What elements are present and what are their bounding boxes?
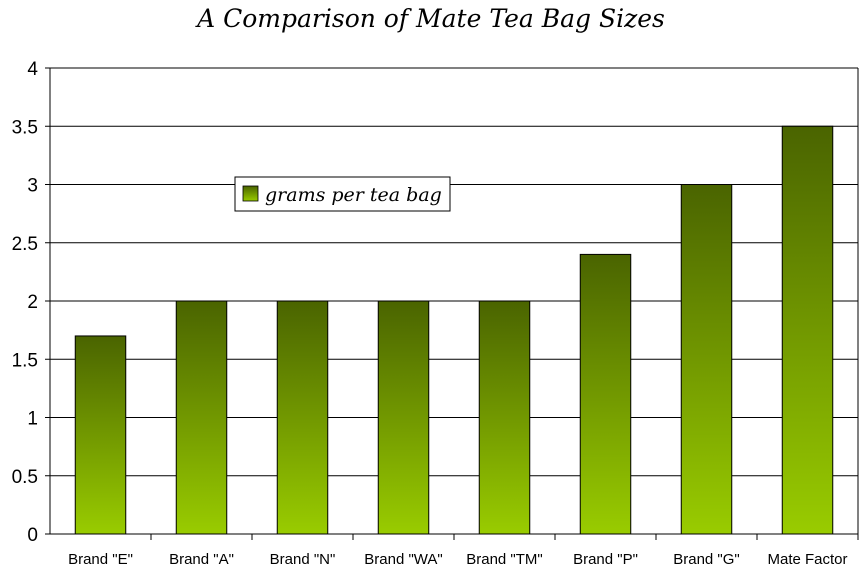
y-tick-label: 2 [27,292,38,313]
x-tick-label: Brand "P" [573,551,638,568]
x-tick-label: Brand "TM" [466,551,543,568]
bar [175,300,228,535]
chart-title: A Comparison of Mate Tea Bag Sizes [197,4,665,33]
axes [49,68,859,535]
x-tick-label: Mate Factor [767,551,847,568]
legend-swatch [242,185,259,202]
legend-label: grams per tea bag [265,184,442,206]
y-tick-label: 1.5 [12,350,38,371]
bar [781,125,834,535]
x-tick-label: Brand "A" [169,551,234,568]
x-tick-label: Brand "WA" [364,551,442,568]
x-axis-labels: Brand "E" Brand "A" Brand "N" Brand "WA" Bra… [68,534,859,568]
y-tick-label: 0 [27,525,38,546]
gridlines [50,67,858,477]
x-tick-label: Brand "E" [68,551,133,568]
y-axis-ticks: 0 0.5 1 1.5 2 2.5 3 3.5 4 [12,59,50,546]
bar [74,335,127,535]
y-tick-label: 2.5 [12,234,38,255]
y-tick-label: 4 [27,59,38,80]
y-tick-label: 3 [27,176,38,197]
legend: grams per tea bag [234,176,451,212]
x-tick-label: Brand "N" [270,551,336,568]
y-tick-label: 1 [27,409,38,430]
bar [478,300,531,535]
bars [74,125,834,535]
bar [377,300,430,535]
y-tick-label: 3.5 [12,117,38,138]
bar [680,184,733,535]
x-tick-label: Brand "G" [673,551,740,568]
y-tick-label: 0.5 [12,467,38,488]
bar [579,253,632,535]
bar [276,300,329,535]
